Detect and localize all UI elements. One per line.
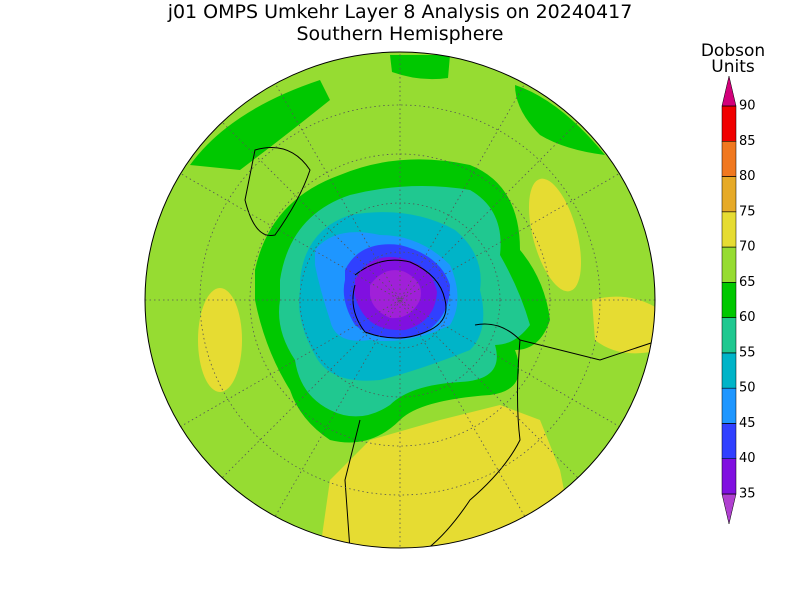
contour bbox=[198, 288, 242, 392]
colorbar-segment bbox=[721, 282, 737, 318]
colorbar-tick-label: 50 bbox=[739, 381, 756, 396]
colorbar-tick-label: 85 bbox=[739, 134, 756, 149]
colorbar-tick-label: 90 bbox=[739, 99, 756, 114]
colorbar-extend-low bbox=[721, 493, 737, 525]
colorbar-segment bbox=[721, 387, 737, 424]
colorbar-tick-label: 55 bbox=[739, 345, 756, 360]
coastline bbox=[344, 419, 361, 548]
colorbar-segment bbox=[721, 105, 737, 142]
map-border bbox=[144, 51, 656, 549]
coastline bbox=[409, 323, 521, 548]
colorbar-tick-label: 35 bbox=[739, 487, 756, 502]
colorbar-tick-label: 75 bbox=[739, 204, 756, 219]
contour bbox=[592, 296, 655, 354]
colorbar-segment bbox=[721, 423, 737, 459]
colorbar-segment bbox=[721, 246, 737, 283]
contour bbox=[190, 80, 330, 170]
colorbar-segment bbox=[721, 176, 737, 213]
colorbar-tick-label: 65 bbox=[739, 275, 756, 290]
colorbar-tick-label: 60 bbox=[739, 310, 756, 325]
colorbar-segment bbox=[721, 141, 737, 177]
colorbar-label: Units bbox=[711, 57, 755, 77]
contour bbox=[390, 55, 450, 80]
contour bbox=[528, 178, 582, 292]
colorbar-label: Dobson bbox=[701, 41, 765, 61]
contour bbox=[515, 85, 605, 155]
colorbar-segment bbox=[721, 211, 737, 248]
coastline bbox=[352, 259, 447, 339]
colorbar-tick-label: 80 bbox=[739, 169, 756, 184]
contour bbox=[320, 405, 570, 548]
title: j01 OMPS Umkehr Layer 8 Analysis on 2024… bbox=[167, 1, 633, 23]
map bbox=[145, 52, 655, 548]
graticule bbox=[145, 52, 655, 548]
subtitle: Southern Hemisphere bbox=[296, 23, 503, 45]
coastline bbox=[244, 147, 311, 237]
colorbar-segment bbox=[721, 317, 737, 354]
colorbar-segment bbox=[721, 458, 737, 495]
colorbar-tick-label: 70 bbox=[739, 240, 756, 255]
colorbar-extend-high bbox=[721, 75, 737, 107]
coastline bbox=[519, 339, 655, 361]
colorbar-segment bbox=[721, 352, 737, 389]
colorbar-tick-label: 40 bbox=[739, 451, 756, 466]
colorbar-tick-label: 45 bbox=[739, 416, 756, 431]
